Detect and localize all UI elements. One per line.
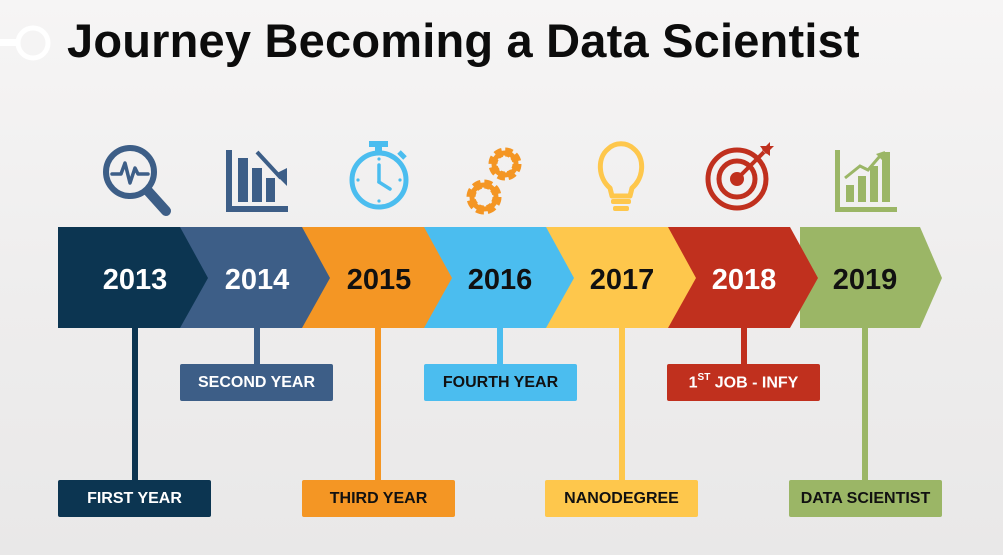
- lightbulb-icon: [597, 141, 645, 211]
- label-third-year: THIRD YEAR: [302, 480, 455, 517]
- page-title: Journey Becoming a Data Scientist: [67, 14, 860, 67]
- year-2019: 2019: [833, 264, 898, 296]
- segment-2017: [546, 227, 696, 328]
- label-first-job: 1ST JOB - INFY: [667, 364, 820, 401]
- magnifier-pulse-icon: [103, 145, 171, 216]
- label-fourth-year: FOURTH YEAR: [424, 364, 577, 401]
- label-text: FOURTH YEAR: [442, 373, 559, 391]
- segment-2019: [800, 227, 942, 328]
- bar-chart-down-icon: [226, 150, 288, 212]
- segment-2016: [424, 227, 574, 328]
- gears-icon: [466, 147, 522, 215]
- label-text: NANODEGREE: [564, 489, 679, 507]
- connector-lines: [132, 326, 868, 480]
- year-2017: 2017: [590, 264, 655, 296]
- segment-2018: [668, 227, 818, 328]
- label-rest: JOB - INFY: [710, 374, 799, 392]
- label-text: SECOND YEAR: [197, 373, 316, 391]
- segment-2014: [180, 227, 330, 328]
- label-text: FIRST YEAR: [87, 489, 182, 507]
- label-second-year: SECOND YEAR: [180, 364, 333, 401]
- year-labels: 2013 2014 2015 2016 2017 2018 2019: [103, 264, 898, 296]
- title-logo-icon: [0, 25, 51, 61]
- stopwatch-icon: [349, 141, 409, 210]
- label-ordinal: 1: [688, 374, 698, 392]
- target-icon: [705, 142, 774, 211]
- year-2015: 2015: [347, 264, 412, 296]
- year-2014: 2014: [225, 264, 290, 296]
- segment-2013: [58, 227, 208, 328]
- label-nanodegree: NANODEGREE: [545, 480, 698, 517]
- label-text: 1ST JOB - INFY: [688, 371, 799, 392]
- label-first-year: FIRST YEAR: [58, 480, 211, 517]
- label-text: THIRD YEAR: [329, 489, 428, 507]
- year-2018: 2018: [712, 264, 777, 296]
- label-data-scientist: DATA SCIENTIST: [789, 480, 942, 517]
- label-text: DATA SCIENTIST: [800, 489, 931, 507]
- label-ordinal-suffix: ST: [697, 371, 711, 383]
- timeline-band: [58, 227, 942, 328]
- year-2016: 2016: [468, 264, 533, 296]
- segment-2015: [302, 227, 452, 328]
- bar-chart-up-icon: [835, 150, 897, 212]
- year-2013: 2013: [103, 264, 168, 296]
